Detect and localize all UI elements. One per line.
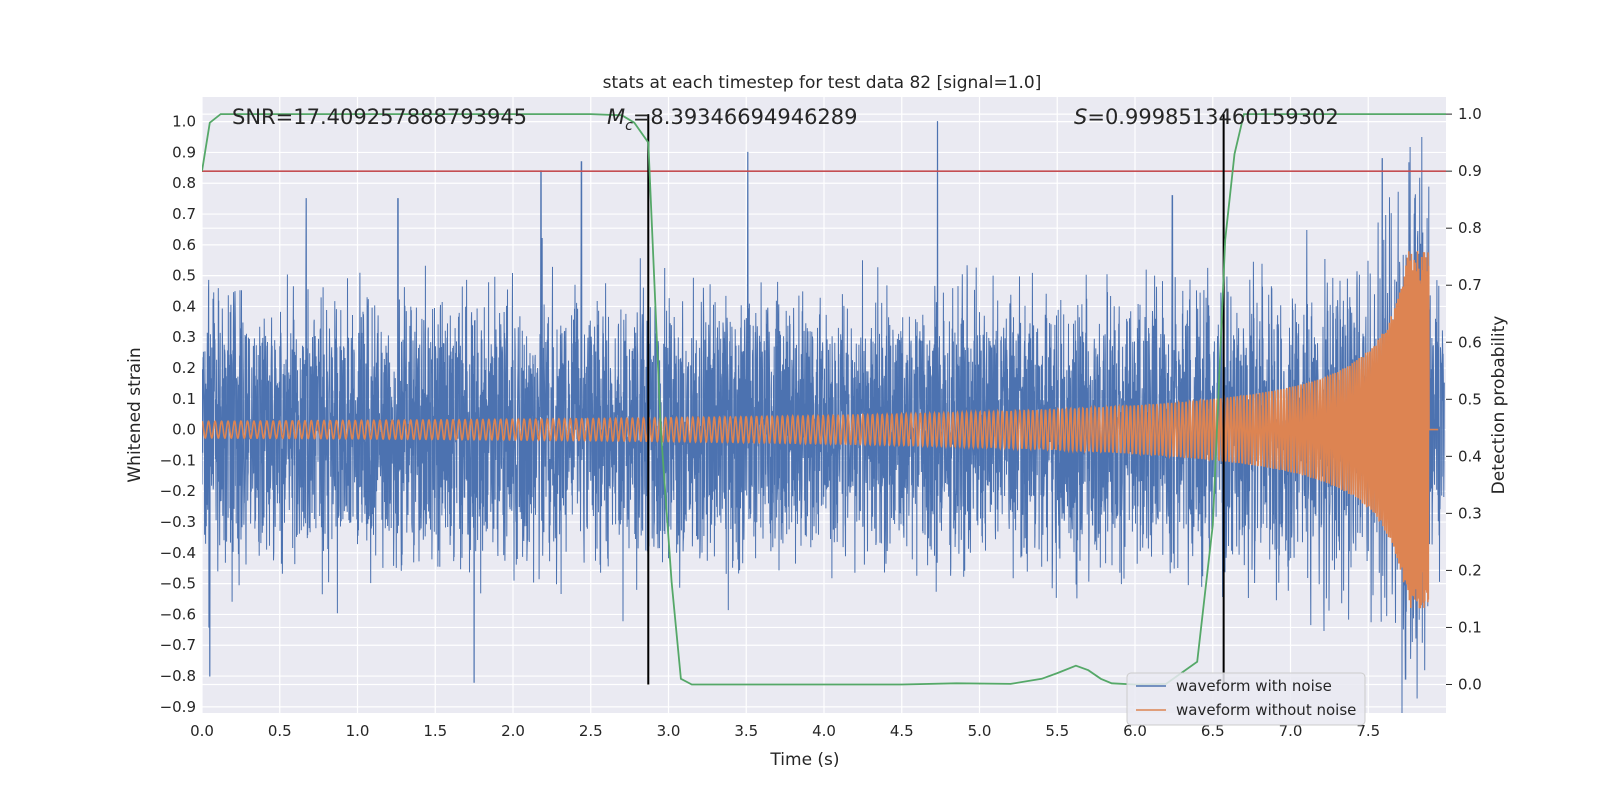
y-tick-label: −0.5 [160,575,196,593]
x-tick-label: 2.0 [501,722,525,740]
y-tick-label: 0.3 [172,328,196,346]
x-tick-label: 0.0 [190,722,214,740]
s-symbol: S [1074,105,1087,129]
legend-box [1126,672,1366,726]
s-value: =0.9998513460159302 [1087,105,1338,129]
chart-title: stats at each timestep for test data 82 … [603,73,1042,93]
legend-label-clean: waveform without noise [1176,701,1356,719]
x-tick-label: 3.5 [734,722,758,740]
y-tick-label: 0.4 [172,297,196,315]
y2-tick-label: 0.8 [1458,219,1482,237]
x-tick-label: 2.5 [579,722,603,740]
x-tick-label: 4.5 [890,722,914,740]
y2-tick-label: 0.3 [1458,504,1482,522]
y-tick-label: −0.3 [160,513,196,531]
y2-tick-label: 0.4 [1458,447,1482,465]
chirp-mass-value: =8.39346694946289 [633,105,858,129]
plot-series [202,113,1446,713]
x-axis-label: Time (s) [769,750,839,770]
x-tick-label: 6.5 [1201,722,1225,740]
x-tick-label: 7.5 [1356,722,1380,740]
s-annotation: S=0.9998513460159302 [1074,105,1339,129]
x-tick-label: 5.0 [968,722,992,740]
y-tick-label: −0.7 [160,636,196,654]
y2-tick-label: 0.7 [1458,276,1482,294]
x-tick-label: 7.0 [1279,722,1303,740]
y-tick-label: −0.2 [160,482,196,500]
y2-tick-label: 0.6 [1458,333,1482,351]
snr-annotation: SNR=17.409257888793945 [232,105,527,129]
x-tick-label: 0.5 [268,722,292,740]
chirp-mass-symbol: M [607,105,625,129]
y-tick-label: 0.5 [172,267,196,285]
x-tick-label: 6.0 [1123,722,1147,740]
y2-tick-label: 1.0 [1458,105,1482,123]
x-axis-ticks: 0.0 0.5 1.0 1.5 2.0 2.5 3.0 3.5 4.0 4.5 5.0 5.5 6.0 6… [190,722,1380,740]
x-tick-label: 1.5 [423,722,447,740]
y-tick-label: −0.8 [160,667,196,685]
x-tick-label: 4.0 [812,722,836,740]
y-tick-label: 0.2 [172,359,196,377]
legend: waveform with noise waveform without noi… [1126,672,1366,726]
y-tick-label: 0.0 [172,421,196,439]
series-detection-probability [202,113,1446,686]
y-tick-label: −0.4 [160,544,196,562]
y2-tick-label: 0.5 [1458,390,1482,408]
y2-tick-label: 0.2 [1458,561,1482,579]
y-tick-label: 0.1 [172,390,196,408]
y-tick-label: 0.9 [172,143,196,161]
legend-label-noise: waveform with noise [1176,677,1332,695]
chirp-mass-subscript: c [625,118,633,134]
y-tick-label: 0.8 [172,174,196,192]
chirp-mass-annotation: Mc=8.39346694946289 [607,105,858,134]
x-tick-label: 3.0 [657,722,681,740]
y-tick-label: 0.7 [172,205,196,223]
y2-tick-label: 0.1 [1458,618,1482,636]
x-tick-label: 1.0 [346,722,370,740]
y2-axis-label: Detection probability [1489,316,1509,495]
y-tick-label: 0.6 [172,236,196,254]
y-tick-label: −0.6 [160,605,196,623]
vertical-markers [647,114,1225,685]
x-tick-label: 5.5 [1045,722,1069,740]
y-axis-ticks: 1.0 0.9 0.8 0.7 0.6 0.5 0.4 0.3 0.2 0.1 0.0 −0.1 −0.… [160,113,196,716]
y-tick-label: −0.9 [160,698,196,716]
series-waveform-without-noise [202,250,1439,609]
y2-tick-label: 0.9 [1458,162,1482,180]
y-tick-label: −0.1 [160,451,196,469]
y2-tick-label: 0.0 [1458,675,1482,693]
y-tick-label: 1.0 [172,113,196,131]
y2-axis-ticks: 1.0 0.9 0.8 0.7 0.6 0.5 0.4 0.3 0.2 0.1 0.0 [1446,105,1482,693]
y-axis-label: Whitened strain [125,347,145,482]
